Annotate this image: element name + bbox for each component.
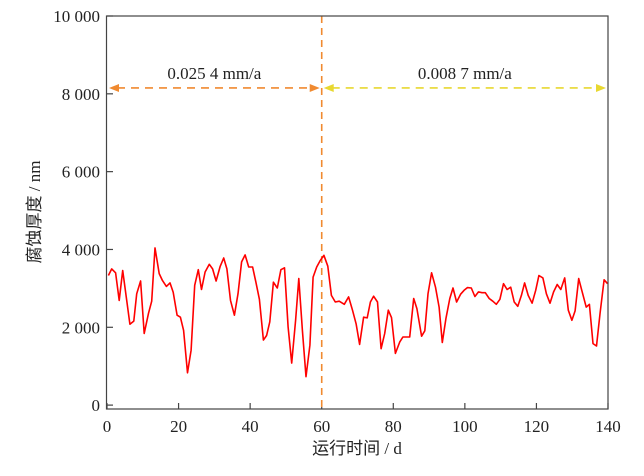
x-tick-label: 140: [595, 417, 621, 436]
x-tick-label: 60: [313, 417, 330, 436]
x-tick-label: 20: [170, 417, 187, 436]
y-axis-label: 腐蚀厚度 / nm: [25, 161, 44, 264]
x-tick-label: 120: [524, 417, 550, 436]
y-tick-label: 10 000: [53, 7, 100, 26]
arrowhead-left: [109, 84, 119, 92]
y-tick-label: 0: [92, 396, 101, 415]
y-tick-label: 8 000: [62, 85, 100, 104]
rate-label: 0.008 7 mm/a: [418, 64, 512, 83]
y-tick-label: 2 000: [62, 318, 100, 337]
x-axis-label: 运行时间 / d: [312, 439, 402, 458]
arrowhead-left: [324, 84, 334, 92]
y-tick-label: 6 000: [62, 163, 100, 182]
x-tick-label: 0: [103, 417, 112, 436]
data-points: [108, 248, 607, 377]
rate-label: 0.025 4 mm/a: [167, 64, 261, 83]
x-tick-label: 40: [242, 417, 259, 436]
y-tick-label: 4 000: [62, 240, 100, 259]
x-tick-label: 100: [452, 417, 478, 436]
x-tick-label: 80: [385, 417, 402, 436]
arrowhead-right: [310, 84, 320, 92]
series-line: [108, 248, 607, 377]
arrowhead-right: [596, 84, 606, 92]
